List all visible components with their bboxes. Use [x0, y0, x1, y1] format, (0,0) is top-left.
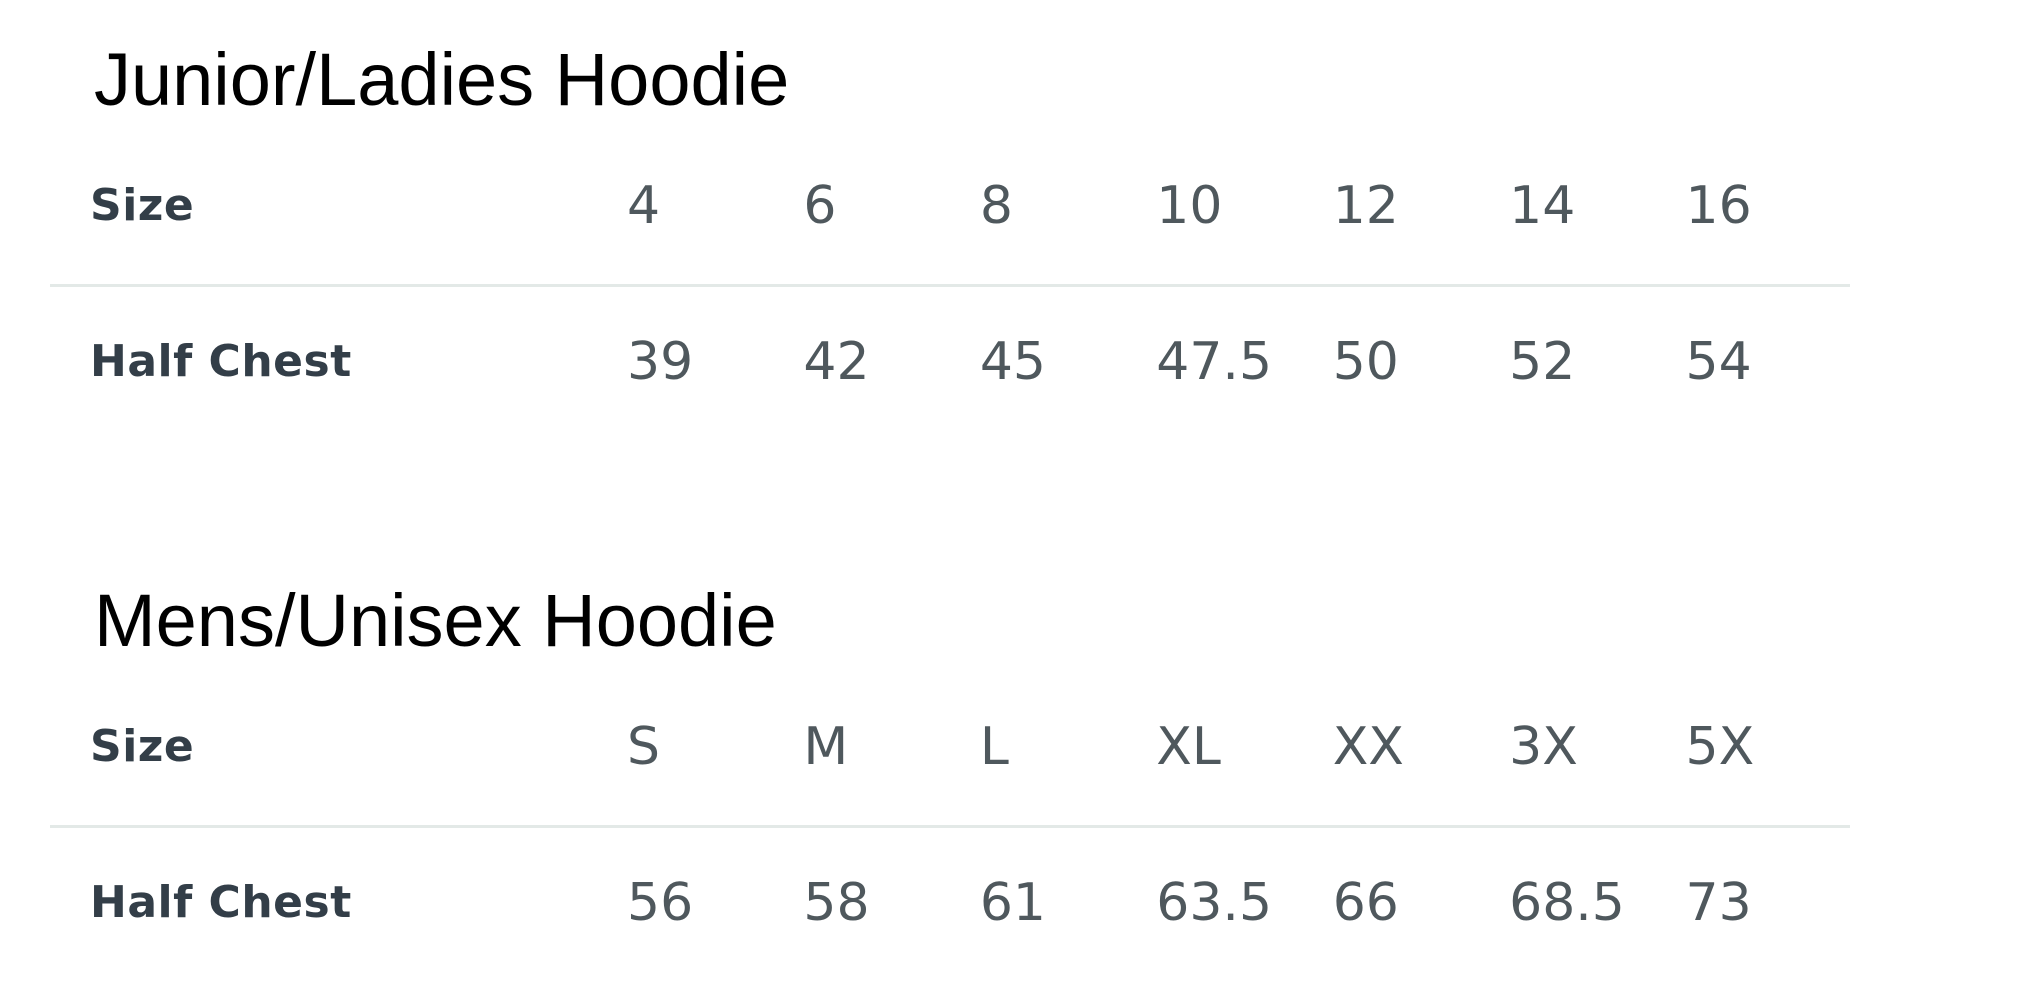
half-chest-value: 47.5 [1156, 331, 1273, 392]
size-row-label: Size [50, 690, 615, 828]
half-chest-value: 61 [979, 872, 1047, 933]
size-value: 16 [1673, 149, 1850, 287]
size-row: Size 4 6 8 10 12 14 16 [50, 149, 1850, 287]
half-chest-row: Half Chest 56 58 61 63.5 66 68.5 73 [50, 826, 1850, 986]
half-chest-row-label: Half Chest [90, 336, 352, 388]
half-chest-row: Half Chest 39 42 45 47.5 50 52 54 [50, 285, 1850, 445]
half-chest-value: 39 [627, 331, 694, 392]
size-chart-table-junior-ladies: Size 4 6 8 10 12 14 16 Half Chest 39 42 … [50, 149, 1850, 445]
size-value: 5X [1673, 690, 1850, 828]
size-value: 4 [615, 149, 792, 287]
half-chest-value: 50 [1332, 331, 1399, 392]
size-value: L [967, 690, 1145, 828]
size-value: 8 [967, 149, 1145, 287]
half-chest-value: 63.5 [1156, 872, 1273, 933]
size-value: M [791, 690, 968, 828]
size-chart-section-junior-ladies: Junior/Ladies Hoodie Size 4 6 8 10 12 14… [50, 36, 2043, 445]
size-row-label: Size [50, 149, 615, 287]
half-chest-value: 56 [627, 872, 694, 933]
size-value: S [615, 690, 792, 828]
half-chest-value: 42 [803, 331, 870, 392]
size-chart-table-mens-unisex: Size S M L XL XX 3X 5X Half Chest 56 58 … [50, 690, 1850, 986]
chart-title-mens-unisex: Mens/Unisex Hoodie [94, 578, 777, 662]
size-value: 12 [1320, 149, 1498, 287]
size-value: 10 [1144, 149, 1321, 287]
half-chest-value: 52 [1509, 331, 1576, 392]
size-value: 6 [791, 149, 968, 287]
size-value: XX [1320, 690, 1498, 828]
half-chest-value: 54 [1685, 331, 1752, 392]
half-chest-value: 68.5 [1509, 872, 1625, 933]
half-chest-row-label: Half Chest [90, 877, 352, 929]
half-chest-value: 66 [1332, 872, 1399, 933]
size-value: 14 [1497, 149, 1674, 287]
size-chart-section-mens-unisex: Mens/Unisex Hoodie Size S M L XL XX 3X 5… [50, 577, 2043, 986]
chart-title-junior-ladies: Junior/Ladies Hoodie [94, 38, 790, 121]
half-chest-value: 45 [979, 331, 1047, 392]
size-row: Size S M L XL XX 3X 5X [50, 690, 1850, 828]
size-value: 3X [1497, 690, 1674, 828]
half-chest-value: 58 [803, 872, 870, 933]
half-chest-value: 73 [1685, 872, 1752, 933]
size-value: XL [1144, 690, 1321, 828]
